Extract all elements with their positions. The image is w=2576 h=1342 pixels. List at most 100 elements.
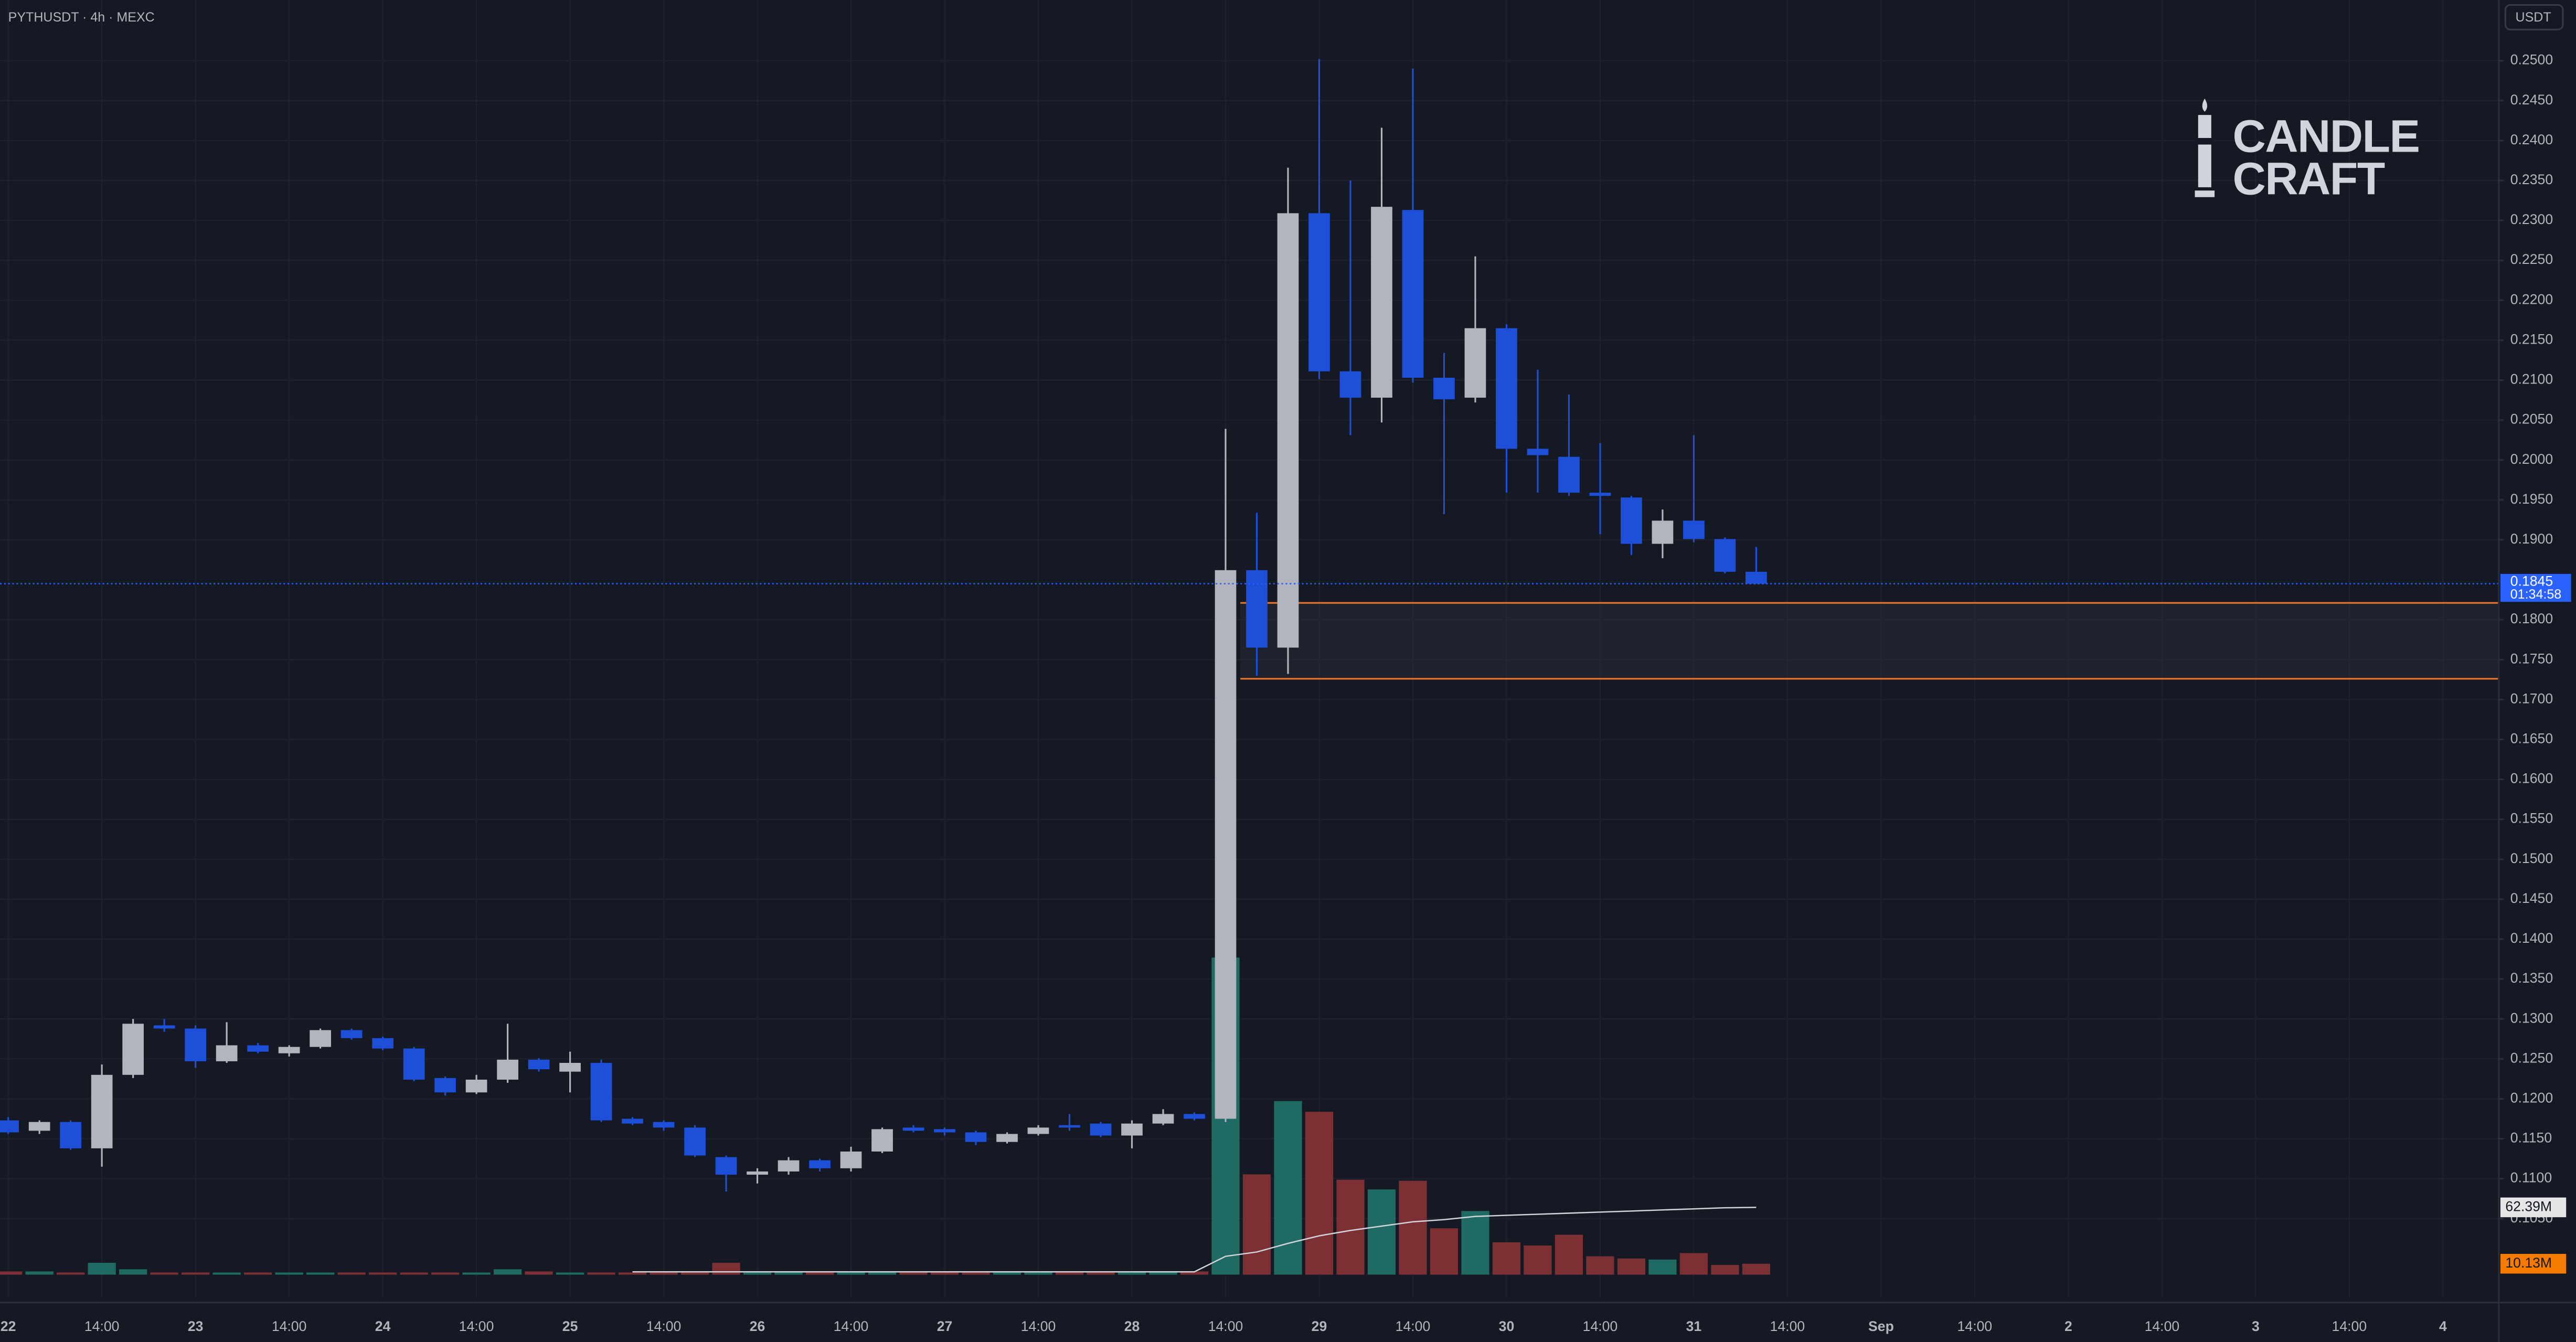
candle-body (715, 1157, 737, 1175)
volume-bar (930, 1272, 959, 1275)
volume-bar (650, 1272, 678, 1275)
candle-body (465, 1079, 487, 1093)
volume-bar (493, 1269, 522, 1275)
volume-bar (1461, 1211, 1489, 1275)
zone (1240, 603, 2499, 679)
x-tick-label: 28 (1124, 1318, 1140, 1334)
volume-bar (57, 1272, 85, 1275)
candle-body (310, 1030, 331, 1047)
volume-ma-line (632, 1207, 1757, 1273)
volume-bar (1055, 1272, 1084, 1275)
volume-bar (1648, 1259, 1677, 1275)
plot (0, 59, 2499, 1275)
volume-bar (1024, 1272, 1052, 1275)
candle-body (590, 1062, 612, 1121)
y-tick-label: 0.1900 (2510, 531, 2553, 547)
x-tick-label: 14:00 (272, 1318, 307, 1334)
candle-body (1621, 497, 1642, 544)
volume-label-box (2500, 1254, 2567, 1274)
x-tick-label: 14:00 (1021, 1318, 1056, 1334)
x-tick-label: 14:00 (834, 1318, 869, 1334)
volume-bar (1336, 1179, 1365, 1275)
x-tick-label: Sep (1868, 1318, 1894, 1334)
candle-body (934, 1129, 955, 1133)
volume-bar (1242, 1174, 1271, 1275)
candle-body (902, 1127, 924, 1131)
candle-body (747, 1171, 768, 1175)
y-tick-label: 0.1300 (2510, 1010, 2553, 1026)
volume-bar (25, 1271, 54, 1275)
candle-body (1527, 449, 1549, 455)
candle-body (1464, 328, 1486, 398)
volume-bar (1117, 1272, 1146, 1275)
volume-bar (618, 1272, 647, 1275)
y-tick-label: 0.1350 (2510, 970, 2553, 986)
volume-bar (212, 1272, 241, 1275)
x-tick-label: 14:00 (646, 1318, 682, 1334)
x-tick-label: 31 (1686, 1318, 1702, 1334)
x-tick-label: 25 (562, 1318, 578, 1334)
price-label-box (2500, 573, 2571, 602)
volume-bar (88, 1263, 116, 1275)
candle-body (1277, 213, 1299, 648)
volume-bar (837, 1272, 865, 1275)
volume-bar (868, 1272, 897, 1275)
y-tick-label: 0.2400 (2510, 132, 2553, 147)
volume-bar (1305, 1112, 1334, 1275)
currency-button[interactable] (2504, 4, 2564, 30)
volume-bar (400, 1272, 428, 1275)
logo-notch (2195, 138, 2215, 145)
volume-bar (962, 1272, 990, 1275)
candle-body (1371, 207, 1392, 398)
symbol-title: PYTHUSDT · 4h · MEXC (8, 10, 155, 25)
candle-body (1589, 493, 1611, 496)
candle-body (996, 1134, 1018, 1142)
candle-body (28, 1122, 50, 1131)
volume-bar (1430, 1228, 1459, 1275)
candle-body (434, 1078, 456, 1093)
candle-body (340, 1030, 363, 1038)
candle-body (91, 1074, 113, 1148)
y-tick-label: 0.1950 (2510, 491, 2553, 507)
x-tick-label: 14:00 (2332, 1318, 2367, 1334)
candle-body (1433, 377, 1455, 400)
candle-body (153, 1025, 175, 1029)
candle-body (1558, 456, 1580, 493)
volume-bar (556, 1272, 584, 1275)
logo-text: CANDLE (2233, 110, 2420, 162)
price-label: 0.1845 (2510, 573, 2553, 589)
overlay: 0.10500.11000.11500.12000.12500.13000.13… (1, 52, 2571, 1334)
y-tick-label: 0.1200 (2510, 1090, 2553, 1105)
logo-base (2195, 190, 2215, 197)
volume-bar (462, 1272, 491, 1275)
candle-body (965, 1132, 987, 1142)
candle-body (497, 1059, 518, 1080)
candle-body (1027, 1127, 1049, 1134)
y-tick-label: 0.1100 (2510, 1170, 2552, 1186)
y-tick-label: 0.2350 (2510, 172, 2553, 187)
volume-bar (1492, 1242, 1521, 1275)
y-tick-label: 0.1750 (2510, 651, 2553, 666)
y-tick-label: 0.2450 (2510, 92, 2553, 108)
y-tick-label: 0.2250 (2510, 251, 2553, 267)
candle-body (1059, 1125, 1080, 1128)
candle-body (1121, 1123, 1143, 1136)
volume-bar (119, 1269, 147, 1275)
volume-bar (1149, 1272, 1177, 1275)
volume-bar (275, 1272, 303, 1275)
volume-bar (1180, 1271, 1209, 1275)
y-tick-label: 0.1700 (2510, 690, 2553, 706)
x-tick-label: 22 (1, 1318, 16, 1334)
x-tick-label: 14:00 (1396, 1318, 1431, 1334)
candle-body (871, 1129, 893, 1152)
y-tick-label: 0.2100 (2510, 371, 2553, 387)
logo: CANDLE CRAFT (2195, 98, 2420, 205)
candle-body (528, 1059, 550, 1070)
x-tick-label: 23 (188, 1318, 204, 1334)
ma-label: 62.39M (2505, 1198, 2552, 1214)
volume-bar (1524, 1245, 1552, 1275)
candle-body (216, 1045, 238, 1061)
volume-bar (1274, 1101, 1302, 1275)
candle-body (122, 1024, 144, 1075)
candle-body (622, 1119, 643, 1124)
